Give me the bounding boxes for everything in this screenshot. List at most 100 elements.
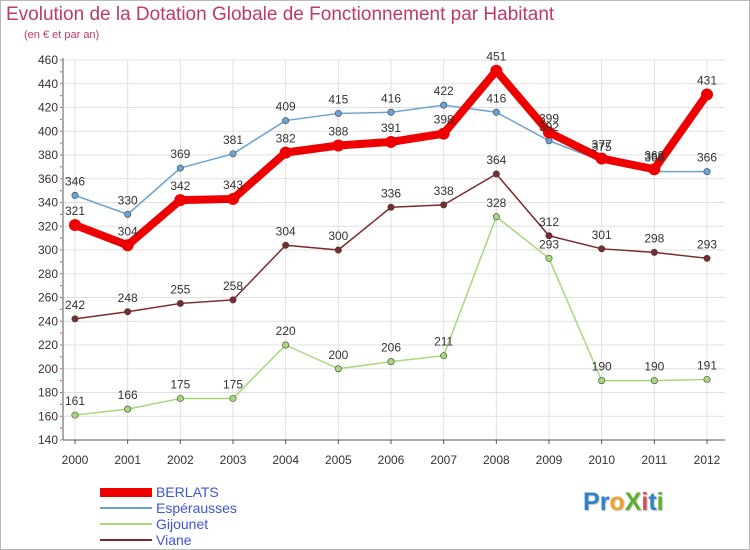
data-label-gijounet: 191 [697,358,717,372]
data-label-gijounet: 293 [539,237,559,251]
data-point-esperausses [545,137,553,145]
data-point-viane [387,203,395,211]
data-labels: 346 330 369 381 409 415 416 422 416 392 375 366 366 1… [65,50,717,408]
data-point-berlats [595,152,608,165]
data-label-gijounet: 161 [65,394,85,408]
data-label-esperausses: 330 [118,193,138,207]
data-label-viane: 258 [223,279,243,293]
data-label-gijounet: 175 [223,377,243,391]
x-tick-label: 2007 [430,453,457,467]
data-label-berlats: 368 [644,148,664,162]
data-point-gijounet [124,405,132,413]
data-label-gijounet: 200 [328,348,348,362]
data-point-berlats [385,135,397,148]
data-label-viane: 301 [592,228,612,242]
y-tick-label: 160 [38,409,58,423]
logo-letter: t [648,488,657,516]
data-label-viane: 336 [381,186,401,200]
y-tick-label: 240 [38,314,58,328]
x-tick-label: 2003 [220,453,247,467]
data-label-esperausses: 392 [539,120,559,134]
data-label-viane: 255 [170,282,190,296]
y-tick-label: 420 [38,101,58,115]
y-tick-label: 360 [38,172,58,186]
data-label-viane: 338 [434,184,454,198]
data-label-esperausses: 416 [381,91,401,105]
data-point-viane [440,201,448,209]
data-label-gijounet: 328 [486,196,506,210]
x-tick-label: 2008 [483,453,510,467]
data-point-gijounet [598,377,606,385]
data-label-esperausses: 381 [223,133,243,147]
x-axis-ticks: 2000 2001 2002 2003 2004 2005 2006 2007 2008 2009… [62,453,721,467]
y-tick-label: 380 [38,148,58,162]
series-lines [69,64,713,419]
logo-letter: P [583,488,600,516]
data-label-esperausses: 375 [592,140,612,154]
x-tick-label: 2006 [378,453,405,467]
data-label-berlats: 391 [381,121,401,135]
data-label-berlats: 431 [697,73,717,87]
data-label-esperausses: 409 [276,100,296,114]
y-tick-label: 300 [38,243,58,257]
legend-swatch [100,523,152,525]
data-label-esperausses: 366 [644,151,664,165]
y-tick-label: 200 [38,362,58,376]
data-point-viane [176,299,184,307]
y-tick-label: 460 [38,53,58,67]
x-tick-label: 2005 [325,453,352,467]
logo-letter: r [599,488,610,516]
data-label-viane: 298 [644,231,664,245]
data-label-gijounet: 190 [592,360,612,374]
data-point-gijounet [440,352,448,360]
data-point-gijounet [176,394,184,402]
grid-lines [63,59,725,441]
data-point-viane [703,254,711,262]
data-point-esperausses [71,191,79,199]
data-point-viane [282,241,290,249]
data-point-gijounet [650,377,658,385]
x-tick-label: 2010 [588,453,615,467]
y-tick-label: 320 [38,219,58,233]
data-point-gijounet [703,375,711,383]
proxiti-logo: ProXiti [583,488,664,517]
data-point-esperausses [703,168,711,176]
data-label-gijounet: 166 [118,388,138,402]
legend-swatch [100,539,152,541]
data-point-berlats [227,192,239,205]
data-point-gijounet [229,394,237,402]
y-tick-label: 180 [38,386,58,400]
data-point-esperausses [492,108,500,116]
data-label-berlats: 451 [486,50,506,64]
data-label-gijounet: 206 [381,341,401,355]
data-point-esperausses [176,164,184,172]
data-label-esperausses: 415 [328,92,348,106]
data-point-berlats [543,126,555,139]
data-point-viane [650,248,658,256]
data-label-berlats: 304 [118,224,138,238]
data-point-viane [492,170,500,178]
y-tick-label: 140 [38,433,58,447]
data-point-berlats [490,64,503,77]
data-label-esperausses: 416 [486,91,506,105]
data-label-berlats: 388 [328,125,348,139]
data-label-viane: 242 [65,298,85,312]
data-point-esperausses [387,108,395,116]
axes [60,58,725,444]
data-point-gijounet [282,341,290,349]
data-label-esperausses: 369 [170,147,190,161]
x-tick-label: 2002 [167,453,194,467]
x-tick-label: 2001 [114,453,141,467]
legend-label: Gijounet [156,516,209,532]
data-point-berlats [279,146,292,159]
data-label-gijounet: 190 [644,360,664,374]
x-tick-label: 2000 [62,453,89,467]
x-tick-label: 2009 [536,453,563,467]
data-label-esperausses: 422 [434,84,454,98]
data-point-viane [229,296,237,304]
chart-title: Evolution de la Dotation Globale de Fonc… [6,4,555,25]
data-label-berlats: 343 [223,178,243,192]
data-label-berlats: 342 [170,179,190,193]
data-point-esperausses [440,101,448,109]
